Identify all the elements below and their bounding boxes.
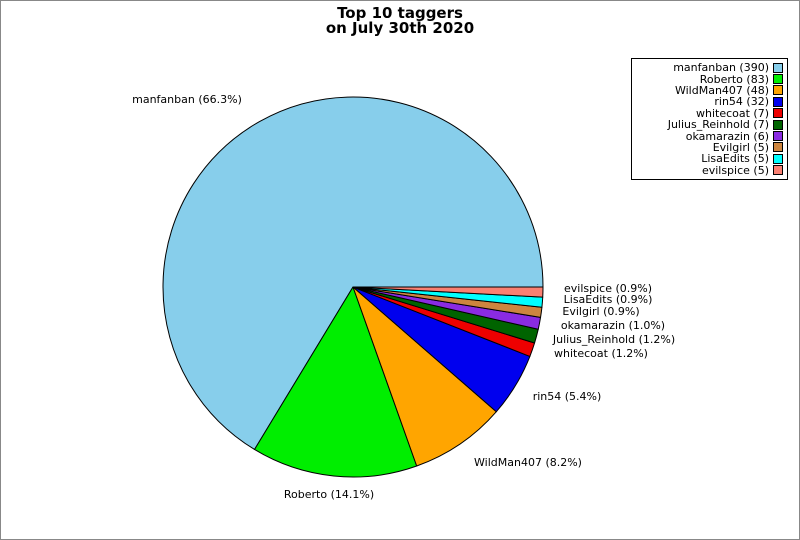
pie-slice-WildMan407 bbox=[352, 286, 497, 467]
legend-item-wildman407: WildMan407 (48) bbox=[634, 85, 783, 96]
legend-item-label: Julius_Reinhold (7) bbox=[667, 118, 769, 132]
legend-color-swatch bbox=[773, 131, 783, 142]
legend-item-label: WildMan407 (48) bbox=[674, 83, 769, 97]
pie-slice-manfanban bbox=[162, 96, 544, 450]
callout-rin54: rin54 (5.4%) bbox=[532, 390, 602, 403]
legend-item-okamarazin: okamarazin (6) bbox=[634, 129, 783, 143]
legend-color-swatch bbox=[773, 108, 783, 119]
chart-title-line2: on July 30th 2020 bbox=[325, 19, 475, 37]
callout-manfanban: manfanban (66.3%) bbox=[132, 93, 242, 106]
legend-color-swatch bbox=[773, 119, 783, 130]
callout-evilgirl: Evilgirl (0.9%) bbox=[562, 305, 640, 318]
legend-color-swatch bbox=[773, 142, 783, 153]
legend-item-label: whitecoat (7) bbox=[695, 106, 769, 120]
pie-slice-evilspice bbox=[352, 286, 544, 298]
chart-title-line1: Top 10 taggers bbox=[337, 4, 463, 22]
legend: manfanban (390) Roberto (83) WildMan407 … bbox=[631, 58, 788, 180]
callout-julius-reinhold: Julius_Reinhold (1.2%) bbox=[552, 333, 676, 346]
legend-item-label: Roberto (83) bbox=[699, 72, 769, 86]
legend-item-evilgirl: Evilgirl (5) bbox=[634, 142, 783, 153]
legend-item-label: Evilgirl (5) bbox=[712, 140, 769, 154]
legend-item-rin54: rin54 (32) bbox=[634, 96, 783, 107]
callout-roberto: Roberto (14.1%) bbox=[283, 488, 375, 501]
callout-whitecoat: whitecoat (1.2%) bbox=[554, 347, 648, 360]
legend-color-swatch bbox=[773, 62, 783, 73]
legend-item-lisaedits: LisaEdits (5) bbox=[634, 153, 783, 164]
legend-item-julius-reinhold: Julius_Reinhold (7) bbox=[634, 119, 783, 130]
legend-item-label: rin54 (32) bbox=[714, 95, 769, 109]
legend-color-swatch bbox=[773, 96, 783, 107]
legend-color-swatch bbox=[773, 153, 783, 164]
pie-slice-Roberto bbox=[254, 286, 418, 478]
legend-item-label: evilspice (5) bbox=[701, 163, 769, 177]
legend-item-whitecoat: whitecoat (7) bbox=[634, 108, 783, 119]
legend-item-label: okamarazin (6) bbox=[685, 129, 769, 143]
legend-item-label: manfanban (390) bbox=[673, 61, 769, 75]
legend-color-swatch bbox=[773, 85, 783, 96]
legend-item-label: LisaEdits (5) bbox=[701, 152, 769, 166]
callout-evilspice: evilspice (0.9%) bbox=[564, 282, 652, 295]
callout-wildman407: WildMan407 (8.2%) bbox=[474, 456, 582, 469]
legend-item-evilspice: evilspice (5) bbox=[634, 165, 783, 176]
callout-lisaedits: LisaEdits (0.9%) bbox=[563, 293, 653, 306]
legend-color-swatch bbox=[773, 74, 783, 85]
legend-color-swatch bbox=[773, 165, 783, 176]
legend-item-manfanban: manfanban (390) bbox=[634, 62, 783, 73]
chart-title: Top 10 taggers on July 30th 2020 bbox=[1, 6, 799, 36]
callout-okamarazin: okamarazin (1.0%) bbox=[560, 319, 666, 332]
legend-item-roberto: Roberto (83) bbox=[634, 72, 783, 86]
